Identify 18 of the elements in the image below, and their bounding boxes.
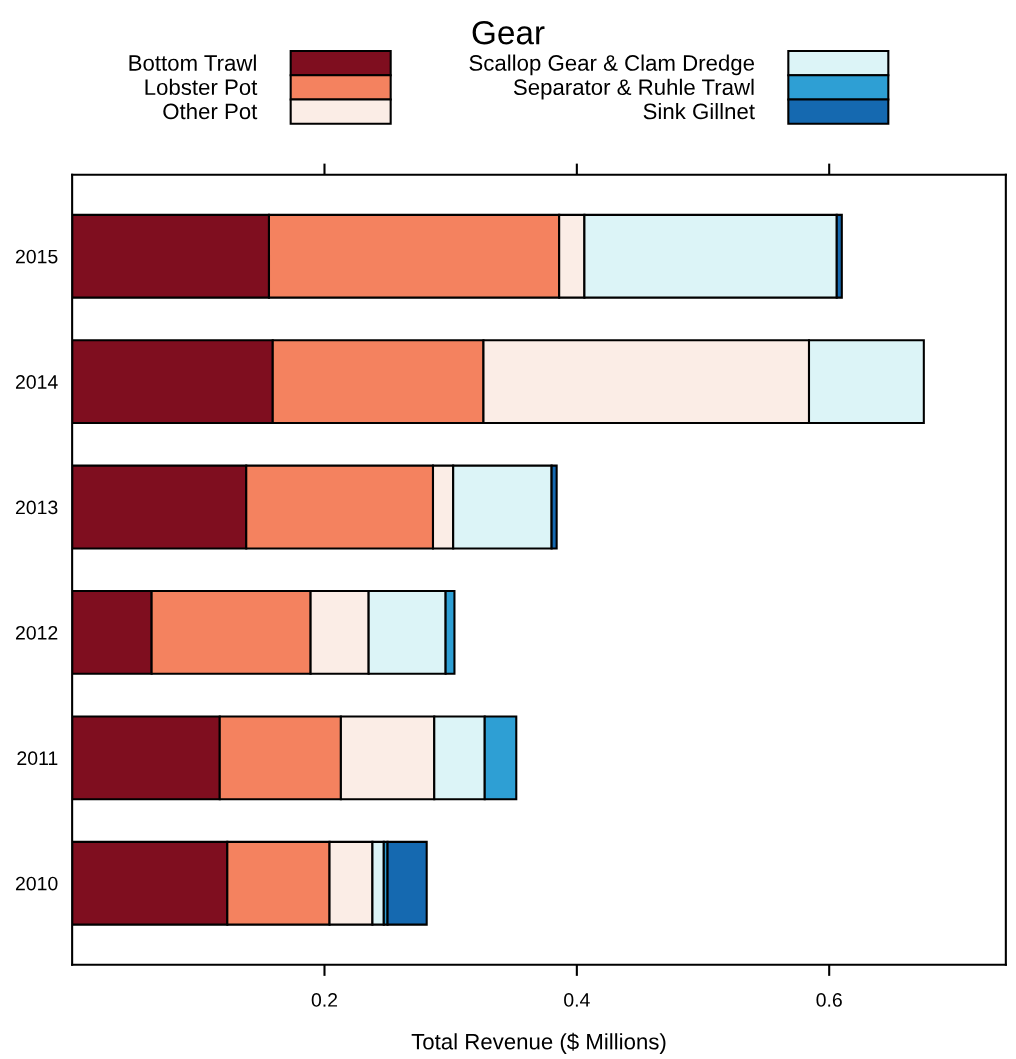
y-tick-label: 2014 (15, 375, 58, 389)
legend-label: Bottom Trawl (129, 54, 256, 71)
legend-label: Scallop Gear & Clam Dredge (469, 54, 755, 76)
bar (386, 840, 428, 926)
y-tick-label: 2011 (17, 751, 58, 766)
y-tick-label: 2012 (15, 625, 58, 640)
legend-title: Gear (472, 20, 545, 45)
y-tick-label: 2015 (15, 249, 58, 264)
legend-label: Lobster Pot (145, 78, 258, 96)
x-tick-label: 0.6 (816, 993, 842, 1007)
x-axis-title: Total Revenue ($ Millions) (411, 1032, 666, 1054)
x-tick-label: 0.2 (311, 993, 338, 1007)
legend-label: Other Pot (163, 102, 258, 120)
y-tick-label: 2010 (15, 876, 58, 891)
legend-label: Sink Gillnet (643, 102, 755, 120)
y-tick-label: 2013 (15, 500, 58, 515)
legend-label: Separator & Ruhle Trawl (513, 78, 754, 100)
x-tick-label: 0.4 (564, 993, 590, 1007)
